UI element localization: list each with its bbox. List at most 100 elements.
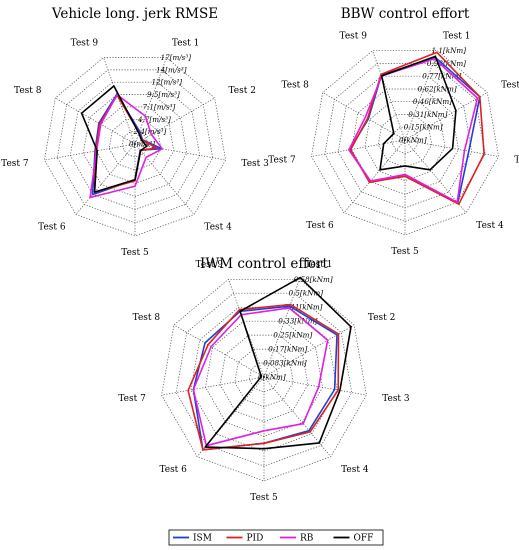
- grid-ring: [324, 63, 486, 222]
- tick-label: 0.77[kNm]: [422, 72, 461, 81]
- axis-label-test-7: Test 7: [1, 159, 29, 169]
- axis-label-test-6: Test 6: [306, 221, 334, 231]
- axis-label-test-3: Test 3: [241, 159, 269, 169]
- spoke-test-8: [173, 324, 265, 378]
- tick-label: 4.7[m/s³]: [137, 115, 171, 124]
- spoke-test-2: [404, 92, 488, 141]
- spoke-test-8: [55, 97, 136, 145]
- series-off: [80, 85, 148, 193]
- legend: ISM PID RB OFF: [168, 529, 384, 546]
- axis-label-test-6: Test 6: [159, 465, 187, 475]
- series-rb: [348, 57, 479, 203]
- tick-label: 0.17[kNm]: [268, 345, 307, 354]
- axis-label-test-9: Test 9: [196, 260, 224, 270]
- grid-ring: [121, 131, 149, 158]
- tick-label: 1.1[kNm]: [432, 46, 467, 55]
- spoke-test-9: [372, 50, 406, 141]
- spoke-test-2: [134, 97, 215, 145]
- axis-label-test-3: Test 3: [514, 155, 519, 165]
- tick-label: 0.58[kNm]: [294, 275, 333, 284]
- tick-label: 12[m/s³]: [152, 78, 183, 87]
- spoke-test-1: [134, 57, 167, 145]
- series-off: [379, 55, 457, 171]
- tick-label: 7.1[m/s³]: [143, 102, 176, 111]
- axis-label-test-8: Test 8: [281, 81, 309, 91]
- axis-label-test-8: Test 8: [14, 86, 42, 96]
- spoke-test-3: [134, 143, 226, 161]
- axis-label-test-1: Test 1: [305, 260, 332, 270]
- legend-label: ISM: [193, 534, 212, 544]
- grid-ring: [69, 81, 201, 211]
- legend-item-pid: PID: [226, 534, 263, 544]
- tick-label: 0.5[kNm]: [289, 289, 324, 298]
- spoke-test-7: [311, 139, 406, 157]
- spoke-test-7: [44, 143, 136, 161]
- chart-vehicle-jerk: Vehicle long. jerk RMSE Test 1 Test 2 Test …: [1, 6, 269, 258]
- grid-ring: [337, 75, 473, 209]
- tick-label: 0.46[kNm]: [413, 97, 452, 106]
- axis-label-test-6: Test 6: [38, 223, 66, 233]
- axis-label-test-9: Test 9: [340, 32, 368, 42]
- tick-label: 0.31[kNm]: [408, 110, 447, 119]
- spoke-test-2: [263, 324, 355, 378]
- spoke-test-6: [343, 139, 406, 214]
- grid-ring: [311, 50, 499, 236]
- grid-ring: [391, 126, 419, 154]
- series-rb: [89, 93, 163, 199]
- legend-item-rb: RB: [280, 534, 314, 544]
- spoke-test-6: [196, 376, 265, 457]
- legend-item-off: OFF: [333, 534, 374, 544]
- spoke-test-3: [404, 139, 499, 157]
- axis-label-test-2: Test 2: [368, 313, 395, 323]
- tick-label: 14[m/s³]: [156, 65, 187, 74]
- grid-ring: [44, 57, 226, 237]
- tick-label: 9.5[m/s³]: [147, 90, 180, 99]
- legend-label: RB: [300, 534, 314, 544]
- spoke-test-1: [263, 279, 300, 378]
- spoke-test-8: [322, 92, 406, 141]
- axis-label-test-9: Test 9: [71, 39, 99, 49]
- chart-title: IWM control effort: [200, 256, 328, 272]
- axis-label-test-5: Test 5: [250, 493, 278, 503]
- axis-label-test-4: Test 4: [341, 465, 369, 475]
- axis-label-test-1: Test 1: [443, 32, 470, 42]
- series-pid: [187, 303, 340, 451]
- legend-label: OFF: [354, 534, 374, 544]
- axis-label-test-3: Test 3: [382, 394, 410, 404]
- grid-ring: [205, 320, 323, 437]
- spoke-test-1: [404, 50, 438, 141]
- axis-label-test-2: Test 2: [501, 81, 519, 91]
- spoke-test-6: [75, 143, 136, 215]
- chart-title: Vehicle long. jerk RMSE: [51, 6, 218, 22]
- tick-label: 0.41[kNm]: [283, 303, 322, 312]
- tick-label: 0[kNm]: [258, 373, 286, 382]
- tick-label: 0[kNm]: [399, 136, 427, 145]
- axis-label-test-1: Test 1: [172, 39, 199, 49]
- tick-label: 0.083[kNm]: [263, 359, 307, 368]
- tick-label: 17[m/s³]: [161, 53, 192, 62]
- tick-label: 0.33[kNm]: [278, 317, 317, 326]
- chart-title: BBW control effort: [341, 6, 470, 22]
- tick-label: 0[m/s³]: [129, 140, 155, 149]
- grid-ring: [82, 94, 188, 197]
- axis-label-test-7: Test 7: [118, 394, 146, 404]
- tick-label: 0.62[kNm]: [418, 85, 457, 94]
- tick-label: 2.4[m/s³]: [133, 127, 167, 136]
- chart-bbw-effort: BBW control effort Test 1 Test 2 Test 3 Test…: [268, 6, 519, 257]
- grid-ring: [175, 292, 353, 467]
- grid-ring: [249, 362, 279, 393]
- axis-label-test-4: Test 4: [476, 221, 504, 231]
- spoke-test-7: [161, 376, 265, 396]
- spoke-test-9: [103, 57, 136, 145]
- axis-label-test-7: Test 7: [268, 155, 296, 165]
- axis-label-test-5: Test 5: [121, 248, 149, 258]
- spoke-test-4: [263, 376, 332, 457]
- series-rb: [192, 307, 329, 447]
- axis-label-test-5: Test 5: [391, 247, 419, 257]
- grid-ring: [108, 118, 162, 171]
- legend-box: [168, 529, 384, 546]
- legend-item-ism: ISM: [173, 534, 212, 544]
- series-off: [204, 276, 352, 450]
